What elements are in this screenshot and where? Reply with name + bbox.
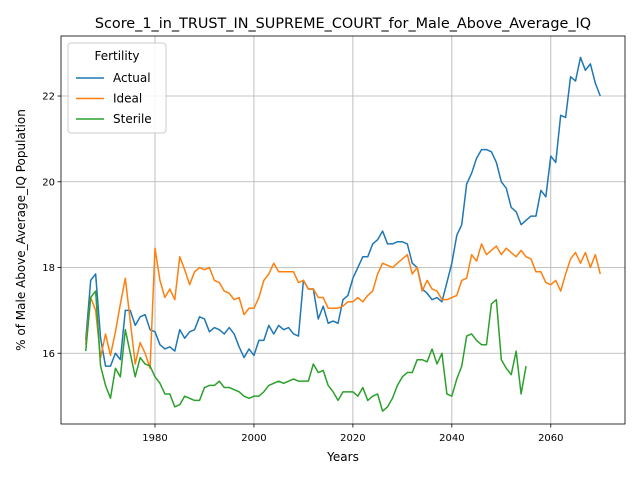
x-tick-label: 2040 [439,433,464,444]
legend: Fertility Actual Ideal Sterile [67,42,167,134]
y-tick-label: 16 [42,349,55,360]
legend-label-sterile: Sterile [113,112,152,126]
chart-title: Score_1_in_TRUST_IN_SUPREME_COURT_for_Ma… [95,16,591,32]
series-line-actual [84,56,601,367]
x-tick-label: 2060 [538,433,563,444]
plot-frame [60,35,626,425]
legend-title: Fertility [94,49,139,63]
x-axis-label: Years [326,450,359,464]
x-axis: 1980 2000 2020 2040 2060 [142,424,564,444]
legend-label-actual: Actual [113,71,151,85]
x-tick-label: 1980 [142,433,167,444]
x-tick-label: 2020 [340,433,365,444]
series-layer [84,56,601,412]
legend-label-ideal: Ideal [113,92,142,106]
y-tick-label: 20 [42,177,55,188]
y-axis-label: % of Male Above_Average_IQ Population [14,109,28,351]
y-axis: 16 18 20 22 [42,92,61,360]
series-line-ideal [84,243,601,370]
y-tick-label: 18 [42,263,55,274]
x-tick-label: 2000 [241,433,266,444]
y-tick-label: 22 [42,92,55,103]
legend-box [67,42,167,134]
series-line-sterile [84,290,527,412]
